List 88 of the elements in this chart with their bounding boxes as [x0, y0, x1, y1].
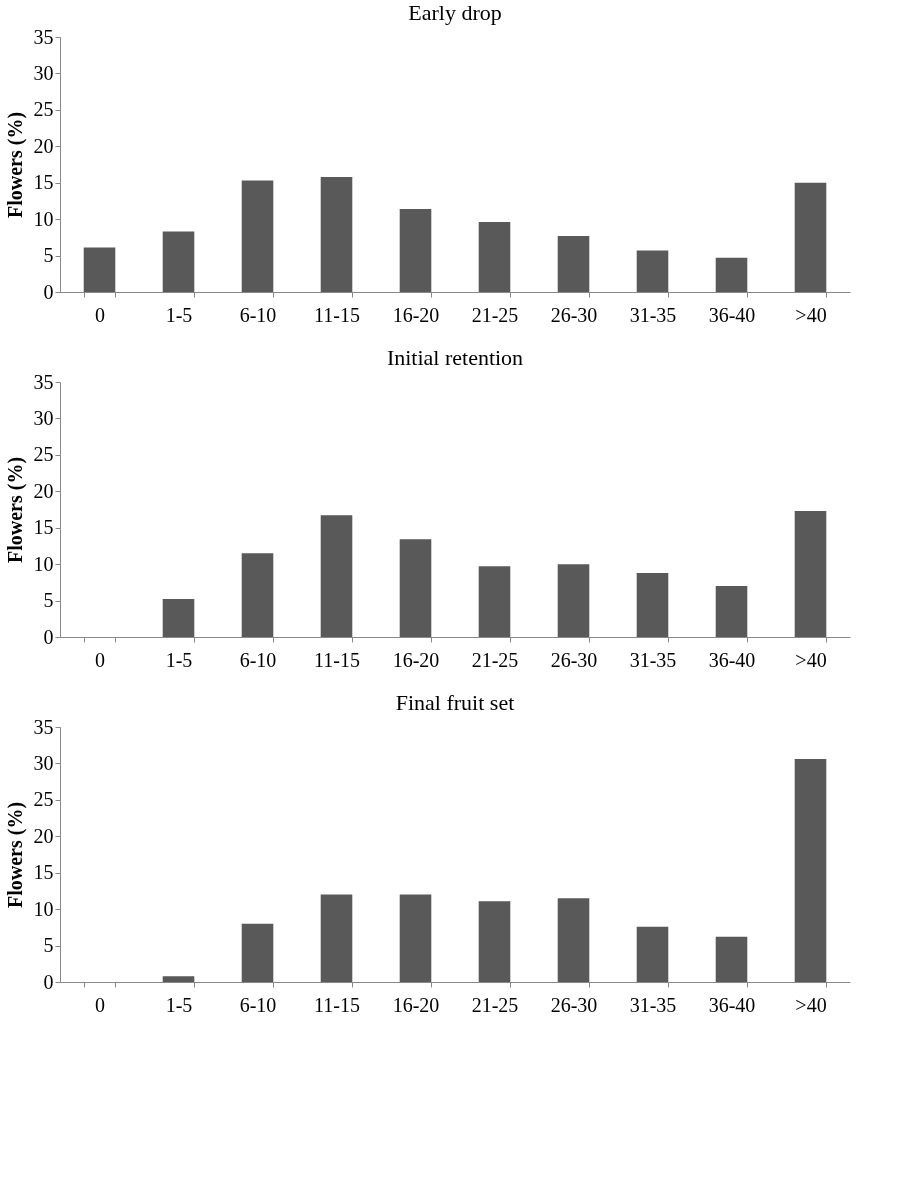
x-tick-label: 36-40 — [708, 648, 756, 671]
y-tick-label: 20 — [33, 479, 54, 502]
x-tick-label: 31-35 — [629, 648, 677, 671]
bar — [794, 510, 827, 637]
y-tick-label: 5 — [43, 934, 54, 957]
y-tick-label: 30 — [33, 406, 54, 429]
y-tick-label: 25 — [33, 443, 54, 466]
y-tick-label: 0 — [43, 970, 54, 993]
bar — [636, 926, 669, 982]
x-tick-label: >40 — [795, 993, 827, 1016]
chart-title: Early drop — [408, 0, 502, 25]
y-axis-title: Flowers (%) — [3, 801, 27, 909]
x-tick-label: 16-20 — [392, 303, 440, 326]
y-tick-label: 0 — [43, 280, 54, 303]
bar — [399, 894, 432, 982]
x-tick-label: >40 — [795, 648, 827, 671]
x-tick-label: >40 — [795, 303, 827, 326]
bar — [715, 586, 748, 637]
y-tick-label: 10 — [33, 552, 54, 575]
x-tick-label: 16-20 — [392, 648, 440, 671]
x-tick-label: 6-10 — [239, 648, 277, 671]
x-tick-label: 26-30 — [550, 648, 598, 671]
x-tick-label: 31-35 — [629, 993, 677, 1016]
y-tick-label: 35 — [33, 370, 54, 393]
x-tick-label: 11-15 — [314, 648, 360, 671]
x-tick-label: 6-10 — [239, 303, 277, 326]
y-tick-label: 30 — [33, 61, 54, 84]
x-tick-label: 21-25 — [471, 303, 519, 326]
chart-title: Initial retention — [386, 345, 524, 370]
x-tick-label: 6-10 — [239, 993, 277, 1016]
x-tick-label: 0 — [95, 993, 105, 1016]
x-tick-label: 0 — [95, 303, 105, 326]
y-tick-label: 25 — [33, 98, 54, 121]
x-tick-label: 21-25 — [471, 648, 519, 671]
bar — [794, 182, 827, 292]
y-tick-label: 5 — [43, 589, 54, 612]
bar — [557, 564, 590, 637]
bar — [399, 539, 432, 637]
y-tick-label: 20 — [33, 134, 54, 157]
x-tick-label: 1-5 — [165, 993, 193, 1016]
x-tick-label: 0 — [95, 648, 105, 671]
y-tick-label: 35 — [33, 715, 54, 738]
x-tick-label: 21-25 — [471, 993, 519, 1016]
x-tick-label: 36-40 — [708, 303, 756, 326]
bar — [162, 599, 195, 637]
bar — [241, 180, 274, 292]
chart-title: Final fruit set — [395, 690, 515, 715]
bar — [399, 208, 432, 292]
y-axis-title: Flowers (%) — [3, 456, 27, 564]
y-tick-label: 15 — [33, 861, 54, 884]
bar — [557, 235, 590, 292]
bar — [83, 247, 116, 292]
y-tick-label: 30 — [33, 751, 54, 774]
bar — [320, 515, 353, 637]
x-tick-label: 26-30 — [550, 303, 598, 326]
y-axis-title: Flowers (%) — [3, 111, 27, 219]
x-tick-label: 11-15 — [314, 993, 360, 1016]
bar — [162, 976, 195, 982]
y-tick-label: 10 — [33, 207, 54, 230]
x-tick-label: 1-5 — [165, 648, 193, 671]
x-tick-label: 26-30 — [550, 993, 598, 1016]
bar — [715, 257, 748, 292]
x-tick-label: 16-20 — [392, 993, 440, 1016]
bar — [478, 901, 511, 982]
y-tick-label: 10 — [33, 897, 54, 920]
x-tick-label: 1-5 — [165, 303, 193, 326]
bar — [557, 898, 590, 982]
y-tick-label: 25 — [33, 788, 54, 811]
y-tick-label: 5 — [43, 244, 54, 267]
x-tick-label: 11-15 — [314, 303, 360, 326]
y-tick-label: 20 — [33, 824, 54, 847]
y-tick-label: 35 — [33, 25, 54, 48]
bar — [320, 176, 353, 292]
x-tick-label: 36-40 — [708, 993, 756, 1016]
y-tick-label: 15 — [33, 171, 54, 194]
bar — [162, 231, 195, 292]
y-tick-label: 15 — [33, 516, 54, 539]
bar — [478, 222, 511, 292]
bar — [241, 553, 274, 637]
bar — [241, 923, 274, 982]
bar — [715, 936, 748, 982]
bar — [794, 759, 827, 982]
bar — [636, 250, 669, 292]
y-tick-label: 0 — [43, 625, 54, 648]
x-tick-label: 31-35 — [629, 303, 677, 326]
bar — [478, 566, 511, 637]
bar — [320, 894, 353, 982]
bar — [636, 572, 669, 637]
